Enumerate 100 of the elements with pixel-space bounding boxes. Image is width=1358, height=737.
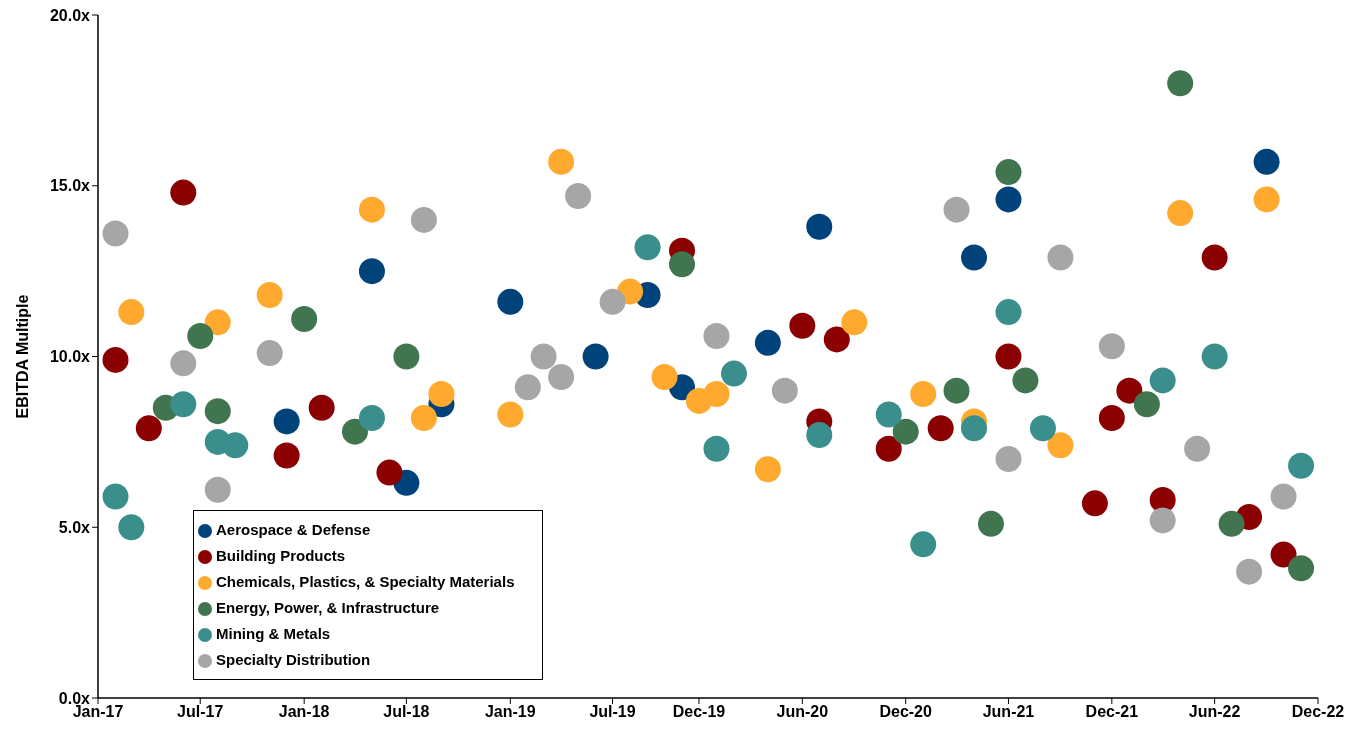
point bbox=[943, 196, 970, 223]
point bbox=[599, 288, 626, 315]
point bbox=[582, 343, 609, 370]
point bbox=[358, 258, 385, 285]
point bbox=[514, 374, 541, 401]
point bbox=[291, 305, 318, 332]
point bbox=[204, 398, 231, 425]
point bbox=[1167, 70, 1194, 97]
legend-label: Chemicals, Plastics, & Specialty Materials bbox=[216, 573, 515, 590]
point bbox=[410, 206, 437, 233]
point bbox=[1098, 404, 1125, 431]
point bbox=[102, 220, 129, 247]
point bbox=[1029, 415, 1056, 442]
point bbox=[789, 312, 816, 339]
point bbox=[308, 394, 335, 421]
point bbox=[995, 343, 1022, 370]
point bbox=[118, 299, 145, 326]
point bbox=[703, 323, 730, 350]
legend-label: Aerospace & Defense bbox=[216, 521, 371, 538]
x-tick-label: Jul-17 bbox=[177, 703, 224, 721]
point bbox=[118, 514, 145, 541]
point bbox=[170, 391, 197, 418]
point bbox=[341, 418, 368, 445]
point bbox=[823, 326, 850, 353]
x-tick-label: Jun-20 bbox=[776, 703, 829, 721]
point bbox=[410, 404, 437, 431]
point bbox=[376, 459, 403, 486]
point bbox=[875, 401, 902, 428]
point bbox=[943, 377, 970, 404]
legend-label: Specialty Distribution bbox=[216, 651, 371, 668]
point bbox=[651, 363, 678, 390]
point bbox=[910, 531, 937, 558]
point bbox=[1081, 490, 1108, 517]
point bbox=[892, 418, 919, 445]
x-tick-label: Dec-20 bbox=[879, 703, 933, 721]
point bbox=[1270, 541, 1297, 568]
legend-label: Mining & Metals bbox=[216, 625, 331, 642]
point bbox=[256, 340, 283, 367]
y-tick-label: 5.0x bbox=[58, 518, 91, 536]
point bbox=[1047, 432, 1074, 459]
point bbox=[102, 483, 129, 510]
point bbox=[961, 415, 988, 442]
point bbox=[806, 422, 833, 449]
point bbox=[135, 415, 162, 442]
point bbox=[1253, 186, 1280, 213]
point bbox=[358, 196, 385, 223]
point bbox=[393, 343, 420, 370]
point bbox=[703, 435, 730, 462]
point bbox=[222, 432, 249, 459]
point bbox=[995, 159, 1022, 186]
y-axis-title: EBITDA Multiple bbox=[13, 294, 31, 419]
point bbox=[1288, 555, 1315, 582]
point bbox=[995, 186, 1022, 213]
x-tick-label: Jul-19 bbox=[589, 703, 636, 721]
point bbox=[1184, 435, 1211, 462]
point bbox=[1167, 200, 1194, 227]
point bbox=[102, 346, 129, 373]
point bbox=[754, 329, 781, 356]
x-tick-label: Dec-22 bbox=[1291, 703, 1345, 721]
point bbox=[548, 363, 575, 390]
point bbox=[720, 360, 747, 387]
point bbox=[170, 179, 197, 206]
point bbox=[703, 381, 730, 408]
point bbox=[256, 282, 283, 309]
x-tick-label: Dec-19 bbox=[672, 703, 726, 721]
point bbox=[273, 408, 300, 435]
point bbox=[806, 213, 833, 240]
x-tick-label: Dec-21 bbox=[1085, 703, 1139, 721]
point bbox=[204, 309, 231, 336]
point bbox=[754, 456, 781, 483]
point bbox=[497, 288, 524, 315]
point bbox=[1012, 367, 1039, 394]
point bbox=[995, 299, 1022, 326]
point bbox=[771, 377, 798, 404]
point bbox=[1149, 367, 1176, 394]
point bbox=[1218, 510, 1245, 537]
x-tick-label: Jun-22 bbox=[1188, 703, 1241, 721]
point bbox=[1149, 507, 1176, 534]
point bbox=[565, 183, 592, 209]
point bbox=[1116, 377, 1143, 404]
point bbox=[977, 510, 1004, 537]
point bbox=[1253, 148, 1280, 175]
point bbox=[875, 435, 902, 462]
point bbox=[1201, 244, 1228, 271]
point bbox=[669, 251, 696, 278]
point bbox=[548, 148, 575, 175]
y-tick-label: 10.0x bbox=[49, 348, 91, 366]
point bbox=[358, 404, 385, 431]
x-tick-label: Jan-17 bbox=[72, 703, 124, 721]
point bbox=[1047, 244, 1074, 271]
point bbox=[1288, 452, 1315, 479]
legend-label: Energy, Power, & Infrastructure bbox=[216, 599, 440, 616]
point bbox=[428, 381, 455, 408]
point bbox=[497, 401, 524, 428]
point bbox=[1236, 558, 1263, 585]
point bbox=[1133, 391, 1160, 418]
point bbox=[1098, 333, 1125, 360]
x-tick-label: Jun-21 bbox=[982, 703, 1035, 721]
point bbox=[634, 234, 661, 261]
point bbox=[170, 350, 197, 377]
